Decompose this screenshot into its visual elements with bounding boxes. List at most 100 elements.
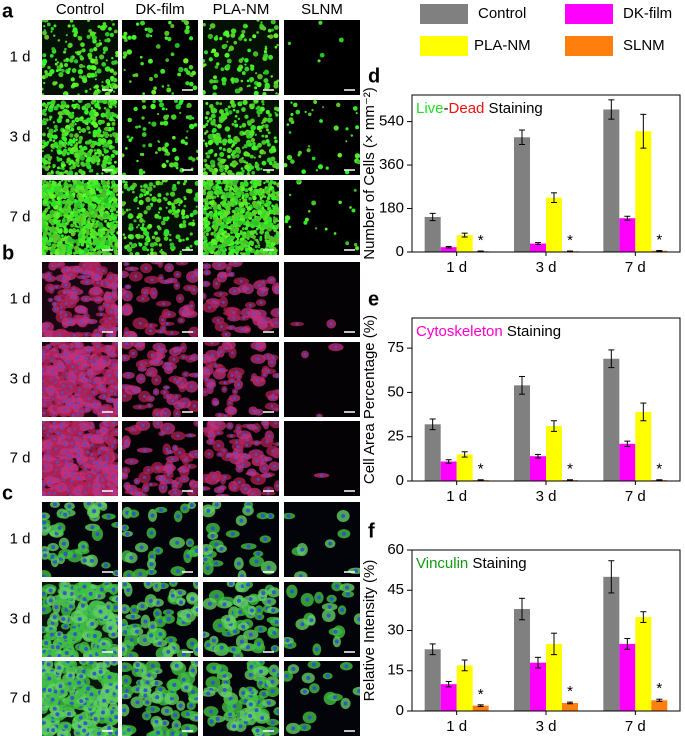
cell: [64, 152, 66, 154]
nucleus: [267, 370, 270, 373]
nucleus: [270, 405, 273, 408]
cell: [92, 34, 94, 36]
cell: [78, 169, 83, 174]
nucleus: [193, 356, 196, 359]
cell: [252, 250, 255, 253]
micrograph: [201, 18, 280, 96]
cell: [104, 240, 109, 245]
cell: [189, 74, 191, 76]
nucleus: [47, 443, 50, 446]
cell: [218, 244, 221, 247]
cell: [68, 162, 71, 165]
cell: [190, 232, 193, 235]
cell: [351, 209, 355, 213]
nucleus: [144, 291, 147, 294]
cell: [111, 61, 115, 65]
cell: [96, 194, 99, 197]
cell: [111, 203, 114, 206]
cell: [267, 207, 271, 211]
cell: [205, 152, 207, 154]
nucleus: [111, 445, 114, 448]
nucleus: [272, 356, 275, 359]
cell: [88, 68, 90, 70]
cell: [262, 103, 264, 105]
cell: [146, 205, 151, 210]
cell: [142, 92, 145, 95]
cell: [171, 114, 177, 120]
cell: [212, 200, 215, 203]
cell: [66, 161, 69, 164]
cell: [45, 250, 48, 253]
nucleus: [95, 485, 98, 488]
cell: [209, 149, 213, 153]
micrograph-bg: [284, 342, 360, 417]
cell: [248, 197, 252, 201]
cell: [226, 64, 231, 69]
cell: [42, 150, 44, 152]
cell: [241, 107, 246, 112]
cell: [104, 149, 108, 153]
nucleus: [144, 487, 147, 490]
cell: [316, 169, 318, 171]
nucleus: [64, 450, 67, 453]
nucleus: [110, 390, 113, 393]
cell: [345, 140, 347, 142]
nucleus: [82, 264, 85, 267]
nucleus: [42, 350, 45, 353]
cell: [87, 226, 91, 230]
cell: [203, 159, 207, 163]
cell: [213, 205, 218, 210]
cell: [214, 36, 218, 40]
nucleus: [53, 492, 56, 495]
cell: [275, 225, 277, 227]
cell: [92, 39, 97, 44]
cell: [94, 149, 97, 152]
nucleus: [218, 413, 221, 416]
cell: [260, 195, 262, 197]
cell: [98, 155, 101, 158]
nucleus: [87, 405, 90, 408]
cell: [258, 244, 260, 246]
cell: [106, 192, 110, 196]
cell: [308, 210, 311, 213]
cell: [113, 214, 116, 217]
cell: [126, 209, 129, 212]
cell: [127, 247, 132, 252]
cell: [249, 187, 253, 191]
nucleus: [79, 319, 82, 322]
nucleus: [193, 331, 196, 334]
cell: [79, 131, 81, 133]
cell: [165, 36, 168, 39]
cell: [115, 140, 118, 143]
cell: [107, 140, 112, 145]
nucleus: [217, 319, 220, 322]
cell: [235, 89, 240, 94]
cell: [150, 251, 154, 255]
cell: [108, 157, 112, 161]
cell: [101, 172, 103, 174]
cell: [203, 242, 208, 247]
cell: [240, 182, 243, 185]
cell: [270, 242, 275, 247]
cell: [225, 180, 229, 184]
nucleus: [61, 391, 64, 394]
micrograph: [284, 20, 360, 95]
nucleus: [161, 477, 164, 480]
micrograph: [39, 178, 120, 257]
cell: [113, 91, 115, 93]
cell: [231, 249, 236, 254]
cell: [100, 217, 104, 221]
cell: [139, 218, 144, 223]
cell: [140, 185, 143, 188]
cell: [89, 237, 92, 240]
cell: [273, 216, 275, 218]
nucleus: [126, 285, 129, 288]
cell: [133, 198, 137, 202]
cell: [93, 193, 96, 196]
nucleus: [154, 360, 157, 363]
cell: [271, 28, 274, 31]
cell: [73, 252, 76, 255]
cell: [68, 59, 70, 61]
cell: [203, 168, 206, 171]
cell: [64, 194, 66, 196]
